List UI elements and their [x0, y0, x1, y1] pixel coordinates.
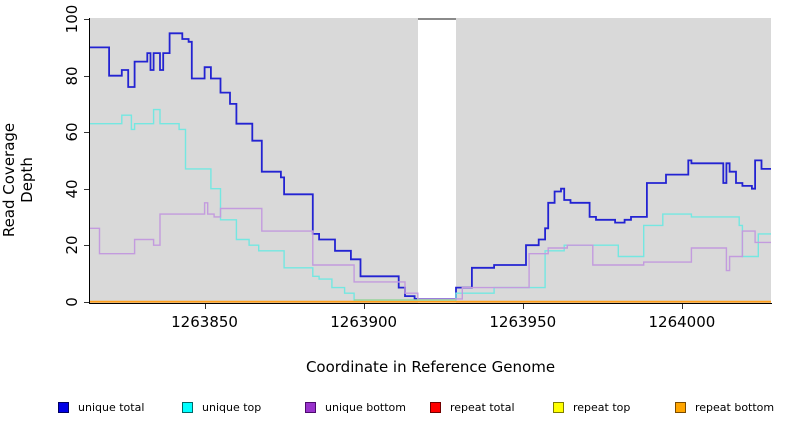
legend-item-repeat-top: repeat top	[553, 399, 630, 415]
y-tick-label: 80	[63, 66, 81, 86]
y-tick-label: 0	[63, 296, 81, 307]
series-line-unique-bottom	[90, 202, 771, 300]
y-tick-mark	[84, 75, 89, 77]
legend-label: repeat top	[573, 400, 631, 414]
y-tick-mark	[84, 19, 89, 21]
x-tick-label: 1263850	[171, 313, 238, 331]
x-tick-label: 1263900	[330, 313, 398, 331]
legend: unique total unique top unique bottom repea…	[0, 399, 792, 419]
x-axis-title: Coordinate in Reference Genome	[305, 358, 556, 376]
legend-swatch-icon	[305, 401, 316, 413]
coverage-lines-svg	[90, 32, 771, 303]
series-line-unique-total	[90, 32, 771, 300]
y-axis-title: Read Coverage Depth	[0, 122, 36, 238]
x-axis-line	[89, 303, 772, 304]
legend-item-unique-bottom: unique bottom	[305, 399, 406, 415]
legend-swatch-icon	[553, 401, 564, 413]
plot-area	[90, 18, 771, 303]
x-tick-label: 1263950	[489, 313, 557, 331]
series-line-unique-top	[90, 108, 771, 303]
legend-label: repeat total	[450, 400, 515, 414]
legend-item-repeat-bottom: repeat bottom	[675, 399, 774, 415]
y-axis-line	[89, 18, 90, 304]
x-tick-label: 1264000	[648, 313, 716, 331]
y-tick-label: 40	[63, 179, 81, 199]
x-tick-mark	[681, 304, 683, 309]
y-tick-mark	[84, 245, 89, 247]
legend-swatch-icon	[182, 401, 193, 413]
legend-swatch-icon	[430, 401, 441, 413]
legend-item-unique-total: unique total	[58, 399, 144, 415]
masked-region-band	[417, 18, 456, 303]
y-tick-mark	[84, 301, 89, 303]
legend-label: unique total	[78, 400, 145, 414]
legend-item-unique-top: unique top	[182, 399, 261, 415]
y-tick-mark	[84, 132, 89, 134]
x-tick-mark	[522, 304, 524, 309]
y-tick-label: 20	[63, 235, 81, 255]
legend-swatch-icon	[58, 401, 69, 413]
y-tick-label: 100	[63, 4, 81, 34]
y-tick-label: 60	[63, 122, 81, 142]
x-tick-mark	[204, 304, 206, 309]
x-tick-mark	[363, 304, 365, 309]
legend-item-repeat-total: repeat total	[430, 399, 515, 415]
legend-label: unique bottom	[325, 400, 407, 414]
y-tick-mark	[84, 188, 89, 190]
legend-label: unique top	[202, 400, 262, 414]
masked-region-top-edge	[417, 18, 456, 20]
legend-label: repeat bottom	[695, 400, 775, 414]
legend-swatch-icon	[675, 401, 686, 413]
